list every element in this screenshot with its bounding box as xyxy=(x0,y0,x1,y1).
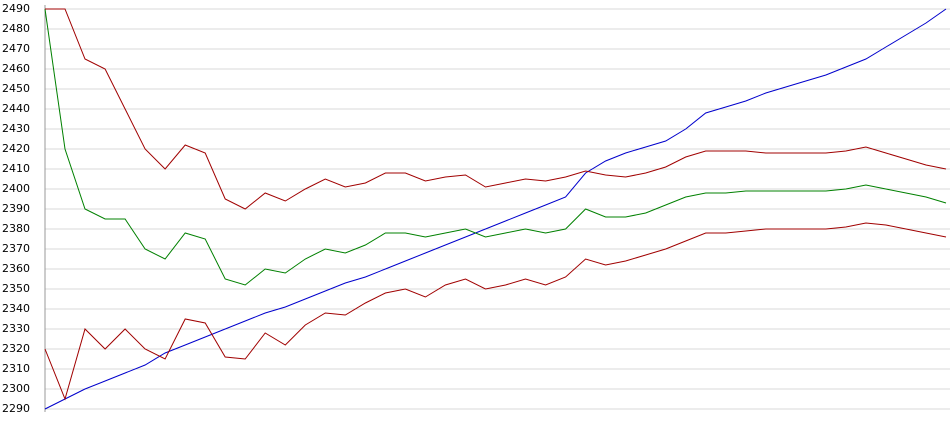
line xyxy=(45,8,947,210)
y-tick-label: 2320 xyxy=(2,342,30,355)
y-tick-label: 2380 xyxy=(2,222,30,235)
line xyxy=(44,8,947,286)
y-tick-label: 2420 xyxy=(2,142,30,155)
y-tick-label: 2390 xyxy=(2,202,30,215)
y-tick-label: 2310 xyxy=(2,362,30,375)
y-tick-label: 2370 xyxy=(2,242,30,255)
line xyxy=(44,8,947,410)
y-tick-label: 2460 xyxy=(2,62,30,75)
y-tick-label: 2430 xyxy=(2,122,30,135)
line xyxy=(44,222,947,401)
y-tick-label: 2360 xyxy=(2,262,30,275)
y-tick-label: 2440 xyxy=(2,102,30,115)
y-tick-label: 2340 xyxy=(2,302,30,315)
y-tick-label: 2400 xyxy=(2,182,30,195)
y-tick-label: 2350 xyxy=(2,282,30,295)
plot xyxy=(44,8,947,410)
y-tick-label: 2490 xyxy=(2,2,30,15)
grid: 2290 2300 2310 2320 2330 2340 2350 2360 2370 2380… xyxy=(2,2,950,415)
y-tick-label: 2300 xyxy=(2,382,30,395)
y-tick-label: 2410 xyxy=(2,162,30,175)
y-tick-label: 2330 xyxy=(2,322,30,335)
y-tick-label: 2290 xyxy=(2,402,30,415)
y-tick-label: 2470 xyxy=(2,42,30,55)
y-tick-label: 2450 xyxy=(2,82,30,95)
y-tick-label: 2480 xyxy=(2,22,30,35)
